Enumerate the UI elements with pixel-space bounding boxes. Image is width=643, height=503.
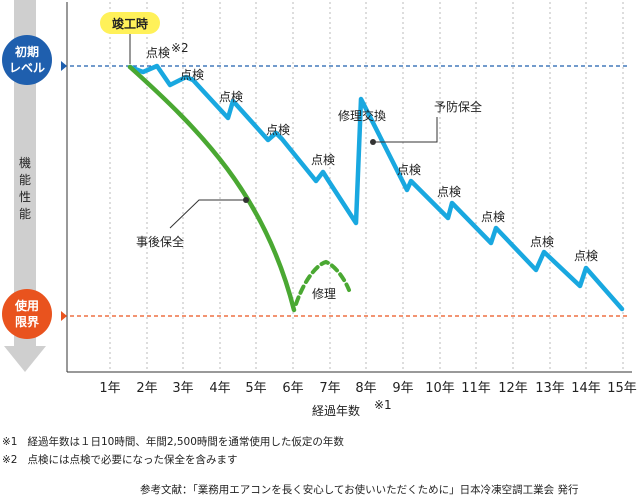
usage-limit-marker xyxy=(61,311,67,321)
function-axis-arrow xyxy=(4,346,46,372)
usage-limit-text-2: 限界 xyxy=(15,314,39,329)
x-tick-2: 2年 xyxy=(136,381,157,396)
initial-level-text-1: 初期 xyxy=(15,44,39,59)
x-tick-5: 5年 xyxy=(245,381,266,396)
x-tick-1: 1年 xyxy=(99,381,120,396)
x-axis-label: 経過年数 xyxy=(312,403,360,418)
inspection-label-8: 点検 xyxy=(481,210,505,224)
after-callout-line xyxy=(169,199,246,229)
replace-label: 修理交換 xyxy=(338,108,386,123)
initial-level-text-2: レベル xyxy=(9,61,45,75)
inspection-label-2: 点検 xyxy=(180,68,204,82)
x-tick-7: 7年 xyxy=(319,381,340,396)
inspection-label-6: 点検 xyxy=(397,163,421,177)
x-tick-14: 14年 xyxy=(571,381,601,396)
inspection-label-5: 点検 xyxy=(311,153,335,167)
x-tick-11: 11年 xyxy=(461,381,491,396)
initial-level-marker xyxy=(61,61,67,71)
after-maintenance-curve xyxy=(127,64,297,313)
inspection-label-4: 点検 xyxy=(266,123,290,137)
preventive-maintenance-line xyxy=(127,63,625,312)
y-axis-char-3: 性 xyxy=(19,190,31,204)
x-axis-sup: ※1 xyxy=(374,398,392,412)
initial-level-badge xyxy=(2,35,52,85)
y-axis-char-2: 能 xyxy=(19,173,31,187)
preventive-label: 予防保全 xyxy=(434,99,482,114)
usage-limit-badge xyxy=(2,289,52,339)
inspection-label-3: 点検 xyxy=(219,90,243,104)
inspection-label-10: 点検 xyxy=(574,249,598,263)
x-tick-labels: 1年 2年 3年 4年 5年 6年 7年 8年 9年 10年 11年 12年 1… xyxy=(99,381,636,396)
x-tick-3: 3年 xyxy=(172,381,193,396)
inspection-label-7: 点検 xyxy=(437,185,461,199)
note-2: ※2 点検には点検で必要になった保全を含みます xyxy=(2,452,238,467)
inspection-sup: ※2 xyxy=(171,41,189,55)
x-tick-15: 15年 xyxy=(607,381,637,396)
y-axis-char-1: 機 xyxy=(19,155,31,170)
repair-dashed-curve xyxy=(294,259,351,306)
note-2-mark: ※2 xyxy=(2,454,18,466)
note-1-text: 経過年数は１日10時間、年間2,500時間を通常使用した仮定の年数 xyxy=(27,436,344,448)
x-tick-12: 12年 xyxy=(498,381,528,396)
year-gridlines xyxy=(109,2,624,372)
reference-text: 参考文献：「業務用エアコンを長く安心してお使いいただくために」日本冷凍空調工業会… xyxy=(140,484,579,496)
after-label: 事後保全 xyxy=(136,234,184,249)
completion-text: 竣工時 xyxy=(112,16,148,31)
inspection-label-1: 点検 xyxy=(146,46,170,60)
x-tick-10: 10年 xyxy=(425,381,455,396)
note-1: ※1 経過年数は１日10時間、年間2,500時間を通常使用した仮定の年数 xyxy=(2,434,344,449)
preventive-callout-line xyxy=(373,117,438,143)
note-2-text: 点検には点検で必要になった保全を含みます xyxy=(27,454,238,466)
repair-label: 修理 xyxy=(312,286,336,301)
x-tick-6: 6年 xyxy=(282,381,303,396)
x-tick-13: 13年 xyxy=(535,381,565,396)
completion-badge xyxy=(100,12,160,34)
note-1-mark: ※1 xyxy=(2,436,18,448)
x-tick-9: 9年 xyxy=(392,381,413,396)
reference-note: 参考文献：「業務用エアコンを長く安心してお使いいただくために」日本冷凍空調工業会… xyxy=(140,482,578,497)
inspection-label-9: 点検 xyxy=(530,235,554,249)
usage-limit-text-1: 使用 xyxy=(14,298,39,313)
x-tick-4: 4年 xyxy=(209,381,230,396)
y-axis-char-4: 能 xyxy=(19,207,31,221)
function-axis-bar xyxy=(14,0,36,346)
x-tick-8: 8年 xyxy=(355,381,376,396)
